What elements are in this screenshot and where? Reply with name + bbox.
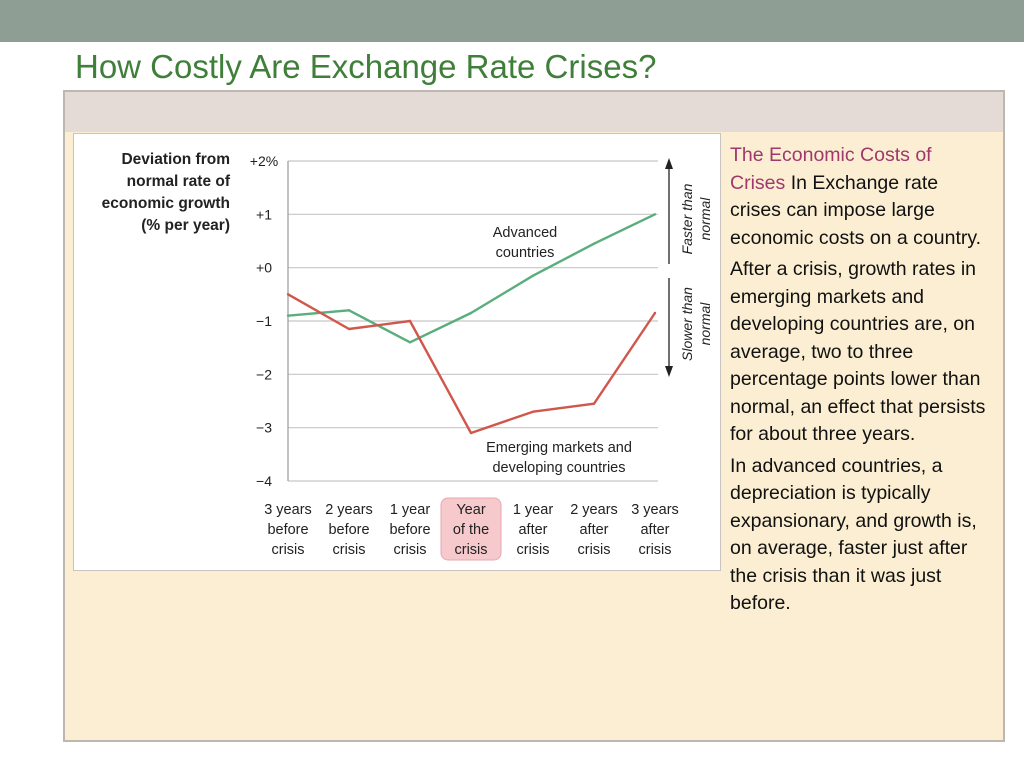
sidebar-heading: The Economic Costs of Crises — [730, 144, 932, 194]
sidebar-paragraph-emerging: After a crisis, growth rates in emerging… — [730, 258, 986, 445]
faster-arrow-head — [665, 158, 673, 169]
x-tick-label: 2 years — [325, 502, 373, 518]
y-axis-label-line: economic growth — [102, 195, 230, 212]
x-tick-label: 1 year — [513, 502, 553, 518]
x-tick-label: before — [389, 522, 430, 538]
y-axis-label-line: (% per year) — [141, 217, 230, 234]
x-tick-label: before — [267, 522, 308, 538]
advanced-countries-point — [592, 242, 596, 245]
faster-than-normal-label: Faster than — [679, 183, 695, 254]
faster-than-normal-label: normal — [697, 197, 713, 241]
emerging-markets-point — [286, 293, 290, 296]
x-tick-label: 2 years — [570, 502, 618, 518]
x-tick-label: crisis — [516, 542, 549, 558]
emerging-markets-point — [408, 319, 412, 323]
advanced-countries-point — [531, 274, 535, 277]
x-tick-label: before — [328, 522, 369, 538]
slower-arrow-head — [665, 366, 673, 377]
chart-panel: Deviation from normal rate of economic gro… — [73, 133, 721, 571]
growth-deviation-chart: Deviation from normal rate of economic gro… — [102, 151, 713, 561]
x-tick-label: 3 years — [631, 502, 679, 518]
x-tick-label: crisis — [332, 542, 365, 558]
x-tick-label: Year — [456, 502, 485, 518]
advanced-countries-point — [653, 213, 657, 216]
x-tick-label: of the — [453, 522, 489, 538]
x-tick-label: crisis — [454, 542, 487, 558]
x-tick-label: 1 year — [390, 502, 430, 518]
advanced-countries-line — [287, 213, 656, 344]
advanced-countries-point — [347, 309, 351, 312]
emerging-markets-label: Emerging markets and — [486, 440, 632, 456]
emerging-markets-label: developing countries — [492, 460, 625, 476]
y-axis-label-line: normal rate of — [127, 173, 231, 190]
sidebar-text: The Economic Costs of Crises In Exchange… — [730, 142, 992, 622]
emerging-markets-line — [287, 293, 656, 435]
x-tick-label: crisis — [638, 542, 671, 558]
sidebar-intro: The Economic Costs of Crises In Exchange… — [730, 142, 992, 252]
advanced-countries-label: countries — [496, 245, 555, 261]
sidebar-intro-text: In Exchange rate crises can impose large… — [730, 171, 982, 249]
x-tick-label: crisis — [271, 542, 304, 558]
y-tick-label: −1 — [256, 313, 272, 329]
y-axis-label-line: Deviation from — [121, 151, 230, 168]
x-tick-label: crisis — [393, 542, 426, 558]
frame-header-band — [65, 92, 1003, 132]
advanced-countries-point — [469, 311, 473, 315]
y-tick-label: −4 — [256, 473, 272, 489]
x-tick-label: 3 years — [264, 502, 312, 518]
y-tick-label: −3 — [256, 420, 272, 436]
x-tick-label: crisis — [577, 542, 610, 558]
highlight-year-of-crisis — [440, 497, 502, 561]
advanced-countries-point — [408, 341, 412, 344]
x-tick-label: after — [579, 522, 608, 538]
sidebar-paragraph-advanced: In advanced countries, a depreciation is… — [730, 454, 977, 615]
emerging-markets-point — [653, 311, 657, 315]
slide-title: How Costly Are Exchange Rate Crises? — [75, 48, 657, 85]
x-tick-label: after — [640, 522, 669, 538]
advanced-countries-label: Advanced — [493, 225, 558, 241]
y-tick-label: −2 — [256, 366, 272, 382]
y-tick-label: +2% — [250, 153, 278, 169]
emerging-markets-point — [531, 410, 535, 413]
y-tick-label: +0 — [256, 260, 272, 276]
emerging-markets-point — [592, 402, 596, 405]
slower-than-normal-label: Slower than — [679, 287, 695, 361]
slower-than-normal-label: normal — [697, 302, 713, 346]
advanced-countries-point — [286, 314, 290, 317]
emerging-markets-point — [347, 327, 351, 331]
x-tick-label: after — [518, 522, 547, 538]
y-tick-label: +1 — [256, 206, 272, 222]
emerging-markets-point — [469, 431, 473, 435]
top-bar — [0, 0, 1024, 42]
